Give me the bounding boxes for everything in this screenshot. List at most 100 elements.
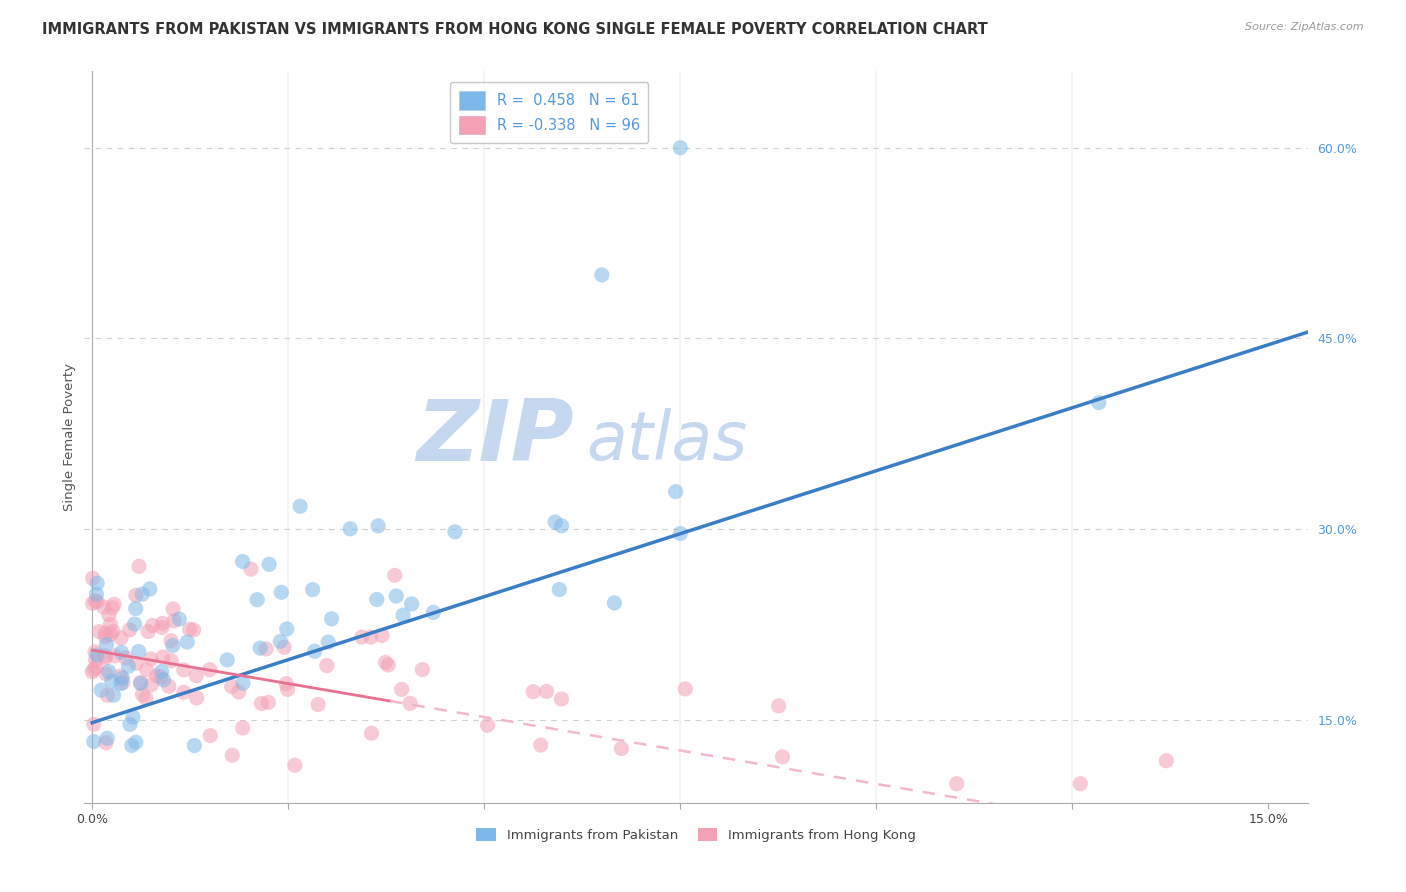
Point (104, 648, 127, 663)
Point (152, 616, 174, 631)
Point (86, 648, 108, 662)
Point (316, 635, 339, 649)
Point (83, 717, 105, 731)
Point (232, 721, 254, 735)
Point (131, 688, 153, 702)
Point (82, 665, 104, 679)
Point (103, 598, 125, 612)
Point (385, 589, 408, 603)
Point (276, 622, 298, 636)
Point (157, 679, 180, 693)
Point (550, 519, 572, 533)
Point (673, 681, 696, 696)
Point (315, 658, 337, 673)
Point (249, 641, 271, 656)
Point (173, 663, 195, 677)
Point (411, 663, 433, 677)
Point (254, 641, 277, 656)
Point (232, 555, 254, 569)
Point (186, 668, 208, 682)
Point (391, 682, 413, 697)
Point (139, 652, 162, 666)
Point (94, 666, 117, 681)
Point (603, 596, 626, 610)
Point (270, 585, 292, 599)
Point (110, 669, 132, 683)
Point (110, 645, 132, 659)
Point (96, 731, 118, 746)
Point (198, 663, 221, 677)
Point (141, 618, 163, 632)
Point (183, 739, 205, 753)
Point (768, 698, 790, 713)
Point (422, 606, 444, 620)
Point (111, 671, 134, 685)
Point (288, 500, 311, 514)
Point (339, 522, 361, 536)
Point (128, 559, 150, 574)
Point (84, 653, 107, 667)
Point (84, 594, 107, 608)
Point (160, 654, 183, 668)
Point (150, 665, 173, 679)
Point (550, 692, 572, 706)
Point (477, 718, 499, 732)
Point (522, 684, 544, 698)
Point (321, 612, 343, 626)
Point (100, 627, 122, 641)
Point (257, 558, 280, 572)
Point (591, 268, 613, 282)
Point (118, 717, 141, 731)
Point (135, 663, 157, 677)
Point (250, 697, 273, 711)
Point (1156, 754, 1178, 768)
Point (125, 588, 148, 602)
Point (273, 640, 295, 655)
Point (150, 621, 173, 635)
Point (94, 736, 117, 750)
Point (124, 617, 146, 632)
Point (669, 141, 692, 155)
Point (84, 660, 107, 674)
Point (129, 675, 152, 690)
Point (371, 628, 394, 642)
Point (350, 630, 373, 644)
Point (103, 688, 125, 702)
Point (530, 738, 553, 752)
Text: Source: ZipAtlas.com: Source: ZipAtlas.com (1246, 22, 1364, 32)
Point (82, 571, 104, 585)
Point (101, 601, 124, 615)
Point (93, 599, 115, 614)
Point (221, 680, 243, 694)
Point (276, 676, 298, 690)
Point (392, 608, 415, 623)
Point (669, 526, 692, 541)
Point (162, 639, 184, 653)
Point (176, 635, 198, 649)
Point (444, 524, 467, 539)
Point (146, 669, 169, 683)
Point (307, 698, 329, 712)
Point (217, 653, 239, 667)
Point (548, 582, 571, 597)
Point (169, 612, 191, 626)
Point (114, 650, 136, 665)
Y-axis label: Single Female Poverty: Single Female Poverty (63, 363, 76, 511)
Point (399, 697, 422, 711)
Point (110, 631, 132, 645)
Point (83, 663, 105, 677)
Point (945, 777, 967, 791)
Point (239, 562, 262, 576)
Point (86, 576, 108, 591)
Point (94, 626, 117, 640)
Legend: Immigrants from Pakistan, Immigrants from Hong Kong: Immigrants from Pakistan, Immigrants fro… (471, 822, 921, 847)
Point (160, 633, 183, 648)
Point (173, 685, 195, 699)
Point (118, 623, 141, 637)
Point (162, 602, 184, 616)
Point (86, 587, 108, 601)
Point (129, 676, 152, 690)
Point (125, 657, 148, 671)
Point (610, 741, 633, 756)
Point (89, 624, 111, 639)
